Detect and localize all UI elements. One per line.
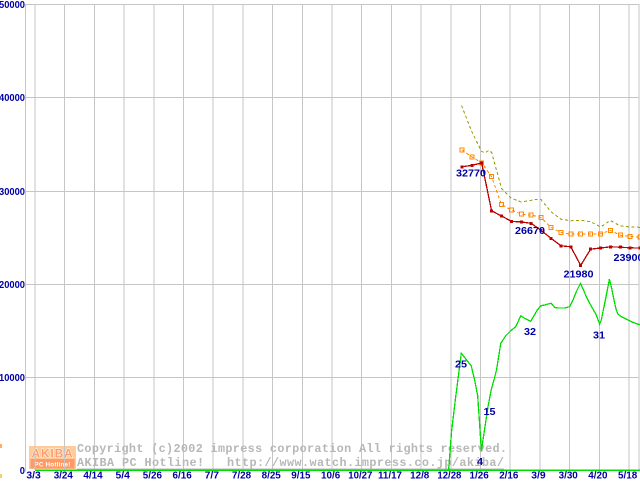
svg-text:12/28: 12/28 <box>437 471 461 481</box>
svg-text:4/20: 4/20 <box>588 471 608 481</box>
svg-text:10000: 10000 <box>0 373 25 384</box>
svg-text:10/27: 10/27 <box>348 471 372 481</box>
svg-text:1/26: 1/26 <box>470 471 490 481</box>
svg-text:26670: 26670 <box>515 226 545 237</box>
svg-text:23900: 23900 <box>614 253 640 264</box>
svg-text:30000: 30000 <box>0 187 25 198</box>
svg-text:8/25: 8/25 <box>262 471 282 481</box>
svg-text:20000: 20000 <box>0 280 25 291</box>
svg-text:7/28: 7/28 <box>232 471 252 481</box>
svg-text:AKIBA: AKIBA <box>32 447 74 461</box>
svg-text:6/16: 6/16 <box>173 471 193 481</box>
svg-text:31: 31 <box>593 331 605 342</box>
svg-text:4/14: 4/14 <box>83 471 103 481</box>
svg-text:50000: 50000 <box>0 0 25 11</box>
svg-text:Copyright (c)2002 impress corp: Copyright (c)2002 impress corporation Al… <box>77 442 507 456</box>
svg-text:15: 15 <box>484 407 496 418</box>
svg-text:10/6: 10/6 <box>321 471 341 481</box>
svg-text:0: 0 <box>20 466 26 477</box>
svg-text:AKIBA PC Hotline! http://www: AKIBA PC Hotline! http://www.watch.impre… <box>77 456 504 470</box>
svg-text:3/30: 3/30 <box>559 471 579 481</box>
svg-text:5/26: 5/26 <box>143 471 163 481</box>
svg-text:3/9: 3/9 <box>531 471 546 481</box>
svg-text:2/16: 2/16 <box>499 471 519 481</box>
svg-text:9/15: 9/15 <box>291 471 311 481</box>
svg-text:3/24: 3/24 <box>54 471 74 481</box>
svg-text:4: 4 <box>477 457 483 468</box>
svg-text:12/8: 12/8 <box>410 471 430 481</box>
svg-text:21980: 21980 <box>564 270 594 281</box>
svg-text:11/17: 11/17 <box>378 471 402 481</box>
svg-text:32770: 32770 <box>456 169 486 180</box>
svg-text:40000: 40000 <box>0 93 25 104</box>
svg-text:3/3: 3/3 <box>26 471 41 481</box>
svg-text:5/4: 5/4 <box>116 471 131 481</box>
svg-text:25: 25 <box>455 360 467 371</box>
svg-text:5/18: 5/18 <box>618 471 638 481</box>
svg-text:7/7: 7/7 <box>205 471 220 481</box>
svg-text:32: 32 <box>524 327 536 338</box>
